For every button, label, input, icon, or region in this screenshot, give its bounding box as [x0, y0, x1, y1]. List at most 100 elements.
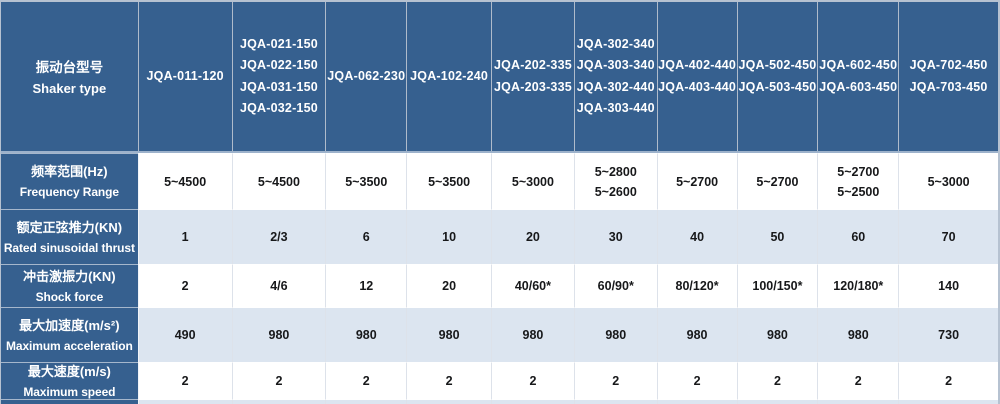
model-number: JQA-402-440 — [658, 58, 737, 72]
spec-value-cell: 5~2700 5~2500 — [817, 153, 899, 209]
row-label-zh: 最大加速度(m/s²) — [19, 317, 120, 333]
header-model-cell: JQA-021-150 JQA-022-150 JQA-031-150 JQA-032… — [231, 2, 326, 151]
row-label-cell: 额定正弦推力(KN) Rated sinusoidal thrust — [1, 209, 138, 264]
row-label-en: Maximum speed — [23, 384, 116, 399]
spec-value-cell: 120/180* — [817, 264, 899, 307]
spec-value-cell: 60 — [817, 209, 899, 264]
model-number: JQA-062-230 — [327, 68, 406, 83]
model-number: JQA-702-450 — [909, 58, 988, 72]
model-number: JQA-503-450 — [738, 79, 817, 94]
spec-value-cell: 2/3 — [231, 209, 326, 264]
spec-value-cell — [656, 399, 737, 404]
model-number: JQA-011-120 — [146, 68, 224, 83]
header-model-cell: JQA-302-340 JQA-303-340 JQA-302-440 JQA-303… — [573, 2, 657, 151]
spec-row: 频率范围(Hz) Frequency Range 5~4500 5~4500 5~350… — [1, 153, 998, 209]
spec-value-cell: 5~3000 — [898, 153, 998, 209]
spec-value-cell: 2 — [736, 362, 818, 399]
cutoff-row — [1, 399, 998, 404]
spec-value-cell: 980 — [736, 307, 818, 362]
spec-value-cell: 5~4500 — [137, 153, 232, 209]
spec-value-cell: 980 — [406, 307, 492, 362]
spec-value-cell: 20 — [491, 209, 574, 264]
spec-value-cell: 2 — [817, 362, 899, 399]
spec-value-cell: 5~3000 — [491, 153, 574, 209]
spec-value-cell: 2 — [656, 362, 737, 399]
spec-value-cell: 20 — [406, 264, 492, 307]
model-number: JQA-302-340 — [576, 36, 655, 51]
spec-value-cell: 490 — [137, 307, 232, 362]
spec-value-cell — [898, 399, 998, 404]
spec-value-cell — [406, 399, 492, 404]
spec-value-cell — [491, 399, 574, 404]
spec-value-cell: 4/6 — [231, 264, 326, 307]
row-label-zh: 额定正弦推力(KN) — [16, 219, 123, 235]
spec-value-cell: 2 — [231, 362, 326, 399]
spec-value-cell: 2 — [406, 362, 492, 399]
header-model-cell: JQA-202-335 JQA-203-335 — [491, 2, 574, 151]
row-label-cell: 最大加速度(m/s²) Maximum acceleration — [1, 307, 138, 362]
row-label-en: Maximum acceleration — [5, 338, 133, 353]
model-number: JQA-403-440 — [658, 79, 737, 94]
spec-value-cell: 5~2800 5~2600 — [573, 153, 657, 209]
spec-value-cell: 5~2700 — [736, 153, 818, 209]
spec-value-cell: 980 — [573, 307, 657, 362]
header-row: 振动台型号 Shaker type JQA-011-120 JQA-021-150… — [1, 2, 998, 153]
row-label-en: Shock force — [35, 289, 104, 304]
header-label-cell: 振动台型号 Shaker type — [1, 2, 138, 151]
spec-value-cell: 980 — [325, 307, 407, 362]
table-title-zh: 振动台型号 — [35, 59, 104, 75]
model-number: JQA-022-150 — [239, 58, 318, 72]
spec-value-cell: 2 — [137, 362, 232, 399]
model-number: JQA-603-450 — [819, 79, 898, 94]
header-model-cell: JQA-062-230 — [325, 2, 406, 151]
spec-value-cell — [325, 399, 407, 404]
model-number: JQA-202-335 — [493, 58, 572, 72]
spec-value-cell: 50 — [736, 209, 818, 264]
spec-value-cell: 2 — [137, 264, 232, 307]
spec-row: 最大速度(m/s) Maximum speed 2 2 2 2 2 2 2 2 2 2 — [1, 362, 998, 399]
spec-row: 最大加速度(m/s²) Maximum acceleration 490 980 980… — [1, 307, 998, 362]
spec-value-cell — [573, 399, 657, 404]
model-number: JQA-502-450 — [738, 58, 817, 72]
spec-value-cell: 100/150* — [736, 264, 818, 307]
spec-value-cell: 5~4500 — [231, 153, 326, 209]
spec-value-cell: 1 — [137, 209, 232, 264]
spec-value-cell: 980 — [656, 307, 737, 362]
spec-value-cell — [817, 399, 899, 404]
spec-value-cell — [736, 399, 818, 404]
spec-value-cell: 2 — [573, 362, 657, 399]
model-number: JQA-703-450 — [909, 79, 988, 94]
spec-value-cell: 5~2700 — [656, 153, 737, 209]
spec-value-cell: 2 — [325, 362, 407, 399]
model-number: JQA-303-440 — [576, 101, 655, 115]
spec-value-cell: 5~3500 — [406, 153, 492, 209]
spec-value-cell: 30 — [573, 209, 657, 264]
model-number: JQA-303-340 — [576, 58, 655, 72]
row-label-cell: 最大速度(m/s) Maximum speed — [1, 362, 138, 399]
header-model-cell: JQA-402-440 JQA-403-440 — [656, 2, 737, 151]
row-label-cell: 冲击激振力(KN) Shock force — [1, 264, 138, 307]
row-label-en: Frequency Range — [19, 185, 119, 200]
spec-value-cell: 6 — [325, 209, 407, 264]
spec-value-cell: 730 — [898, 307, 998, 362]
row-label-zh: 频率范围(Hz) — [31, 164, 108, 180]
spec-value-cell: 60/90* — [573, 264, 657, 307]
spec-value-cell: 70 — [898, 209, 998, 264]
spec-value-cell: 140 — [898, 264, 998, 307]
spec-value-cell: 980 — [817, 307, 899, 362]
model-number: JQA-102-240 — [410, 68, 489, 83]
spec-value-cell — [231, 399, 326, 404]
row-label-zh: 最大速度(m/s) — [27, 363, 111, 379]
header-model-cell: JQA-602-450 JQA-603-450 — [817, 2, 898, 151]
header-model-cell: JQA-102-240 — [406, 2, 491, 151]
header-model-cell: JQA-011-120 — [137, 2, 232, 151]
row-label-zh: 冲击激振力(KN) — [23, 268, 116, 284]
spec-value-cell: 80/120* — [656, 264, 737, 307]
model-number: JQA-032-150 — [239, 101, 318, 115]
model-number: JQA-203-335 — [493, 79, 572, 94]
spec-value-cell: 2 — [491, 362, 574, 399]
spec-value-cell: 980 — [231, 307, 326, 362]
spec-row: 额定正弦推力(KN) Rated sinusoidal thrust 1 2/3 6 10… — [1, 209, 998, 264]
header-model-cell: JQA-502-450 JQA-503-450 — [736, 2, 818, 151]
